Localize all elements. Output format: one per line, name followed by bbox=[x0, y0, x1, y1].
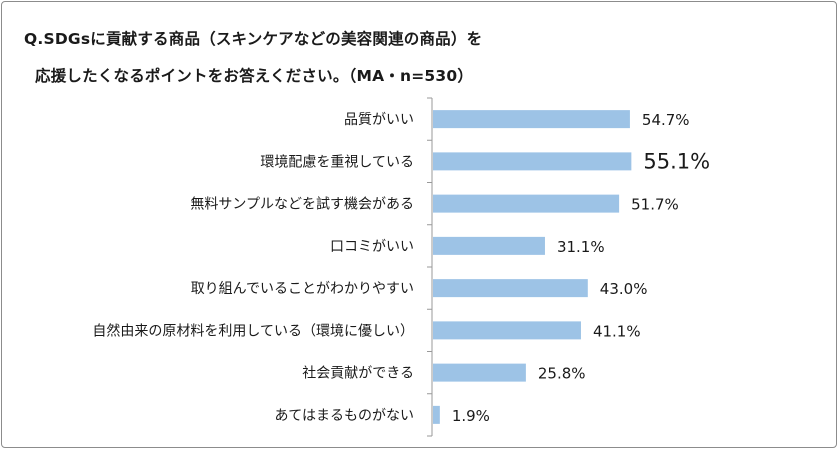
bar bbox=[433, 152, 632, 171]
category-label: 社会貢献ができる bbox=[302, 366, 414, 382]
category-label: あてはまるものがない bbox=[275, 408, 414, 424]
bar bbox=[433, 236, 545, 255]
value-label: 54.7% bbox=[642, 111, 690, 129]
value-label: 41.1% bbox=[593, 322, 641, 340]
value-label: 25.8% bbox=[538, 365, 586, 383]
value-labels: 54.7% 55.1% 51.7% 31.1% 43.0% 41.1% 25.8% 1.9% bbox=[452, 111, 710, 425]
value-label: 55.1% bbox=[643, 149, 710, 173]
category-label: 取り組んでいることがわかりやすい bbox=[191, 281, 414, 297]
axis-ticks bbox=[427, 97, 432, 437]
bar bbox=[433, 110, 630, 129]
category-labels: 品質がいい環境配慮を重視している無料サンプルなどを試す機会がある口コミがいい取り… bbox=[92, 112, 414, 424]
value-label: 43.0% bbox=[600, 280, 648, 298]
bar bbox=[433, 363, 526, 382]
value-label: 31.1% bbox=[557, 238, 605, 256]
value-label: 1.9% bbox=[452, 407, 490, 425]
category-label: 無料サンプルなどを試す機会がある bbox=[190, 197, 414, 213]
bar bbox=[433, 405, 440, 424]
bar bbox=[433, 194, 620, 213]
category-label: 自然由来の原材料を利用している（環境に優しい） bbox=[92, 322, 414, 339]
chart-title-line2: 応援したくなるポイントをお答えください。（MA・n=530） bbox=[35, 67, 474, 85]
bar bbox=[433, 321, 581, 340]
category-label: 品質がいい bbox=[344, 112, 414, 128]
chart-title-line1: Q.SDGsに貢献する商品（スキンケアなどの美容関連の商品）を bbox=[24, 30, 483, 48]
bars bbox=[433, 110, 632, 424]
category-label: 口コミがいい bbox=[330, 239, 414, 255]
category-label: 環境配慮を重視している bbox=[260, 154, 414, 170]
bar bbox=[433, 279, 588, 298]
value-label: 51.7% bbox=[631, 196, 679, 214]
